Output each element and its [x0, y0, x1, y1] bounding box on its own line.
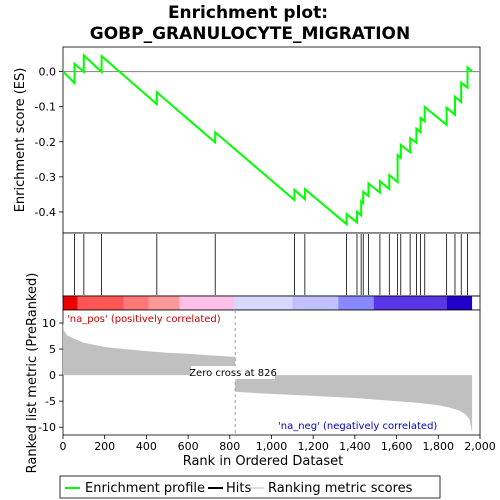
color-bar-segment — [373, 296, 447, 310]
es-y-tick-label: -0.1 — [35, 101, 56, 114]
legend: Enrichment profile Hits Ranking metric s… — [59, 475, 441, 499]
zero-cross-label: Zero cross at 826 — [189, 368, 277, 379]
es-y-tick-label: 0.0 — [39, 66, 57, 79]
x-tick-label: 200 — [94, 440, 115, 453]
color-bar — [62, 295, 481, 311]
legend-frame — [59, 475, 441, 499]
chart-title-line-2: GOBP_GRANULOCYTE_MIGRATION — [90, 24, 410, 44]
metric-y-tick-label: -5 — [45, 395, 56, 408]
x-tick-label: 600 — [178, 440, 199, 453]
color-bar-segment — [77, 296, 124, 310]
x-tick-label: 0 — [60, 440, 67, 453]
es-y-ticks: 0.0 -0.1 -0.2 -0.3 -0.4 — [35, 66, 63, 219]
metric-y-tick-label: -10 — [38, 421, 56, 434]
metric-y-tick-label: 0 — [49, 369, 56, 382]
x-tick-label: 800 — [219, 440, 240, 453]
x-axis-label: Rank in Ordered Dataset — [183, 454, 344, 469]
color-bar-segment — [148, 296, 180, 310]
x-tick-label: 1,400 — [339, 440, 371, 453]
zero-cross-label-bg — [191, 366, 275, 379]
color-bar-segment — [63, 296, 78, 310]
x-tick-label: 1,000 — [256, 440, 288, 453]
legend-label-ranking-metric-scores: Ranking metric scores — [268, 481, 413, 496]
color-bar-segment — [292, 296, 339, 310]
positive-correlation-label: 'na_pos' (positively correlated) — [67, 314, 221, 325]
x-axis-ticks: 0 200 400 600 800 1,000 1,200 1,400 1,600 1,800 2,… — [60, 435, 496, 453]
x-tick-label: 1,200 — [297, 440, 329, 453]
metric-y-ticks: 10 5 0 -5 -10 — [38, 317, 63, 434]
legend-label-enrichment-profile: Enrichment profile — [85, 481, 205, 496]
color-bar-segment — [233, 296, 293, 310]
hit-marks — [74, 234, 468, 295]
color-bar-segment — [446, 296, 473, 310]
hits-panel — [62, 232, 481, 297]
color-bar-segment — [123, 296, 149, 310]
color-bar-segments — [63, 296, 473, 310]
metric-panel: Zero cross at 826 'na_pos' (positively c… — [25, 273, 481, 474]
chart-title-line-1: Enrichment plot: — [168, 3, 328, 23]
es-y-tick-label: -0.2 — [35, 136, 56, 149]
es-y-tick-label: -0.4 — [35, 206, 56, 219]
negative-correlation-label: 'na_neg' (negatively correlated) — [278, 421, 437, 432]
metric-y-tick-label: 10 — [42, 317, 56, 330]
es-y-tick-label: -0.3 — [35, 171, 56, 184]
es-panel: 0.0 -0.1 -0.2 -0.3 -0.4 Enrichment score (ES… — [13, 46, 481, 234]
legend-label-hits: Hits — [226, 481, 251, 496]
es-panel-frame — [62, 46, 481, 234]
x-tick-label: 2,000 — [464, 440, 496, 453]
x-tick-label: 1,600 — [381, 440, 413, 453]
es-y-axis-label: Enrichment score (ES) — [13, 68, 28, 213]
enrichment-profile-line — [62, 53, 473, 227]
metric-y-axis-label: Ranked list metric (PreRanked) — [25, 273, 40, 474]
color-bar-segment — [338, 296, 374, 310]
x-tick-label: 400 — [136, 440, 157, 453]
color-bar-segment — [179, 296, 234, 310]
metric-y-tick-label: 5 — [49, 343, 56, 356]
x-tick-label: 1,800 — [423, 440, 455, 453]
hits-panel-frame — [62, 232, 481, 297]
